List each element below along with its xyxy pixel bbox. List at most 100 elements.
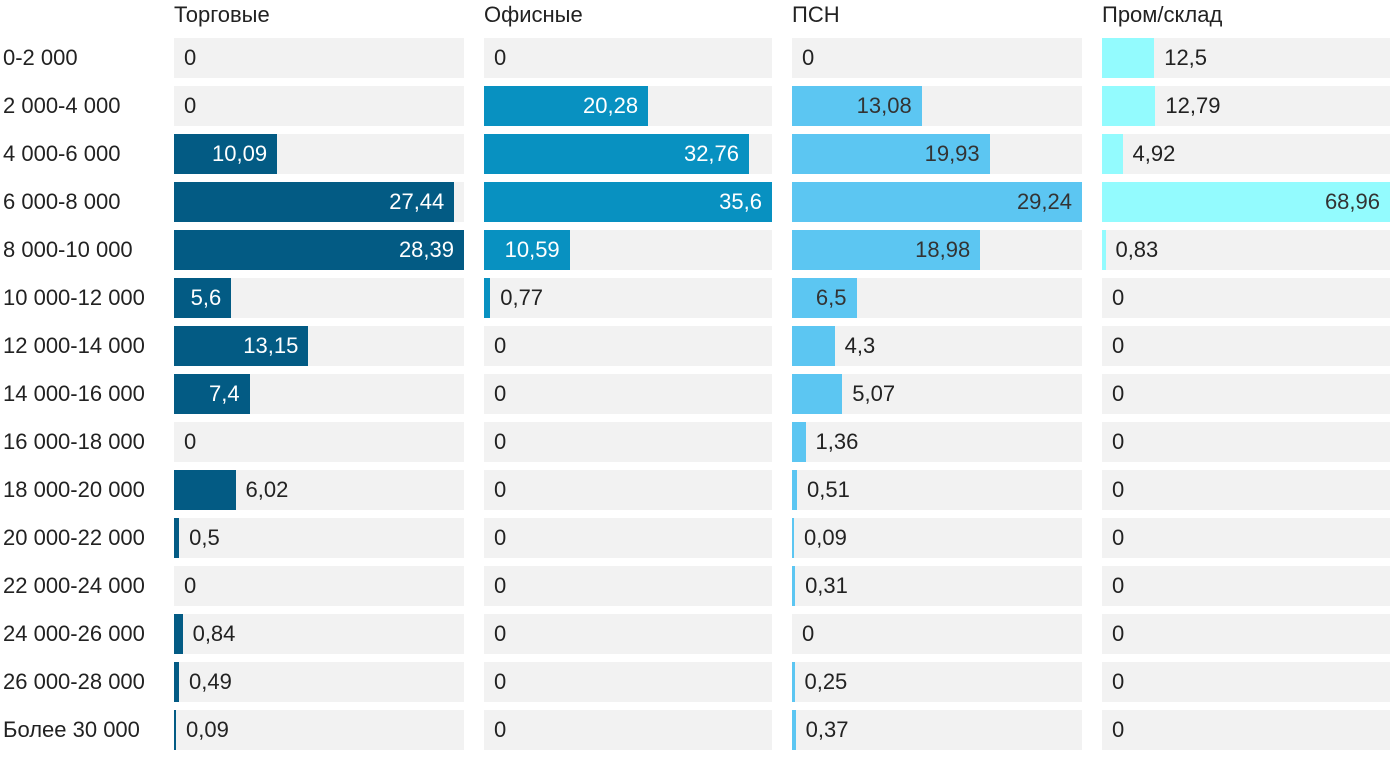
bar-track bbox=[1102, 374, 1390, 414]
bar bbox=[1102, 182, 1390, 222]
category-label: 6 000-8 000 bbox=[3, 189, 121, 214]
data-label: 0 bbox=[494, 669, 507, 694]
data-label: 5,07 bbox=[852, 381, 896, 406]
data-label: 0 bbox=[494, 381, 507, 406]
data-label: 0 bbox=[1112, 717, 1125, 742]
data-label: 12,79 bbox=[1165, 93, 1221, 118]
bar-track bbox=[174, 614, 464, 654]
bar-track bbox=[1102, 278, 1390, 318]
bar-track bbox=[484, 518, 772, 558]
bar-track bbox=[174, 422, 464, 462]
bar bbox=[174, 710, 176, 750]
bar bbox=[484, 86, 649, 126]
data-label: 0 bbox=[494, 717, 507, 742]
data-label: 4,92 bbox=[1132, 141, 1176, 166]
data-label: 0 bbox=[184, 45, 197, 70]
bar bbox=[174, 662, 179, 702]
data-label: 0 bbox=[184, 573, 197, 598]
bar bbox=[792, 470, 798, 510]
data-label: 0,51 bbox=[807, 477, 850, 502]
bar bbox=[174, 134, 278, 174]
data-label: 0 bbox=[1112, 285, 1125, 310]
data-label: 68,96 bbox=[1324, 189, 1380, 214]
bar-track bbox=[174, 662, 464, 702]
data-label: 5,6 bbox=[190, 285, 222, 310]
bar bbox=[792, 86, 922, 126]
data-label: 0,5 bbox=[189, 525, 220, 550]
bar-track bbox=[1102, 470, 1390, 510]
bar-track bbox=[792, 326, 1082, 366]
bar-track bbox=[792, 422, 1082, 462]
bar bbox=[792, 566, 796, 606]
bar bbox=[792, 710, 796, 750]
data-label: 18,98 bbox=[915, 237, 971, 262]
data-label: 19,93 bbox=[924, 141, 980, 166]
bar-track bbox=[1102, 422, 1390, 462]
bar-track bbox=[484, 38, 772, 78]
bar bbox=[174, 182, 455, 222]
category-label: 16 000-18 000 bbox=[3, 429, 145, 454]
bar bbox=[792, 662, 795, 702]
data-label: 27,44 bbox=[389, 189, 445, 214]
category-label: 8 000-10 000 bbox=[3, 237, 133, 262]
bar-track bbox=[1102, 710, 1390, 750]
bar-track bbox=[174, 518, 464, 558]
bar bbox=[484, 278, 491, 318]
bar-track bbox=[484, 566, 772, 606]
data-label: 32,76 bbox=[683, 141, 740, 166]
data-label: 20,28 bbox=[583, 93, 639, 118]
bar-track bbox=[792, 38, 1082, 78]
bar bbox=[1102, 86, 1156, 126]
bar-track bbox=[1102, 566, 1390, 606]
bar-track bbox=[1102, 134, 1390, 174]
bar-track bbox=[1102, 518, 1390, 558]
bar-track bbox=[792, 710, 1082, 750]
data-label: 0 bbox=[494, 477, 507, 502]
data-label: 0 bbox=[1112, 573, 1125, 598]
data-label: 0 bbox=[1112, 525, 1125, 550]
data-label: 0 bbox=[802, 621, 815, 646]
bar-track bbox=[792, 614, 1082, 654]
panel-title: Офисные bbox=[484, 2, 583, 27]
data-label: 0 bbox=[494, 429, 507, 454]
bar-track bbox=[1102, 662, 1390, 702]
bar bbox=[792, 422, 806, 462]
data-label: 0 bbox=[1112, 429, 1125, 454]
bar bbox=[792, 278, 857, 318]
data-label: 0 bbox=[494, 333, 507, 358]
bar bbox=[174, 278, 232, 318]
bar bbox=[1102, 38, 1155, 78]
bar bbox=[174, 614, 183, 654]
category-label: 26 000-28 000 bbox=[3, 669, 145, 694]
bar bbox=[484, 134, 749, 174]
bar bbox=[792, 134, 990, 174]
data-label: 0 bbox=[494, 573, 507, 598]
bar-track bbox=[1102, 230, 1390, 270]
bar bbox=[1102, 134, 1123, 174]
data-label: 1,36 bbox=[815, 429, 859, 454]
data-label: 0 bbox=[1112, 621, 1125, 646]
bar-track bbox=[174, 710, 464, 750]
data-label: 28,39 bbox=[398, 237, 454, 262]
bar-track bbox=[174, 566, 464, 606]
bar bbox=[174, 518, 180, 558]
data-label: 29,24 bbox=[1016, 189, 1072, 214]
bar-track bbox=[484, 662, 772, 702]
bar-track bbox=[792, 518, 1082, 558]
data-label: 0 bbox=[184, 93, 197, 118]
data-label: 0 bbox=[802, 45, 815, 70]
data-label: 12,5 bbox=[1164, 45, 1208, 70]
data-label: 6,5 bbox=[815, 285, 847, 310]
bar-track bbox=[484, 326, 772, 366]
data-label: 4,3 bbox=[844, 333, 876, 358]
data-label: 0,37 bbox=[805, 717, 849, 742]
bar-track bbox=[484, 470, 772, 510]
category-label: 2 000-4 000 bbox=[3, 93, 121, 118]
category-label: 0-2 000 bbox=[3, 45, 78, 70]
data-label: 0 bbox=[494, 621, 507, 646]
data-label: 0,09 bbox=[804, 525, 847, 550]
bar bbox=[792, 230, 981, 270]
category-label: 22 000-24 000 bbox=[3, 573, 145, 598]
bar-track bbox=[792, 566, 1082, 606]
